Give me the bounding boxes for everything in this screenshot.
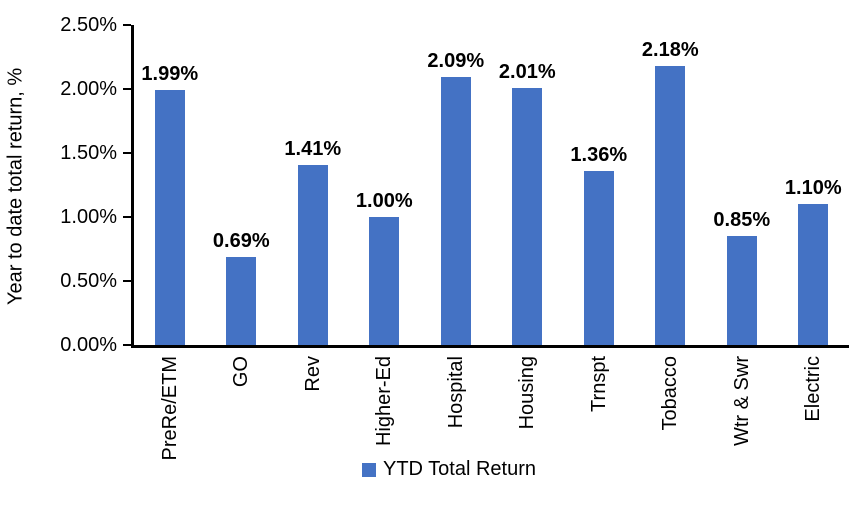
x-axis-label-cell: Rev xyxy=(277,356,349,456)
bar-value-label: 1.99% xyxy=(141,63,199,86)
y-tick-label: 0.00% xyxy=(60,334,117,356)
x-axis-label-cell: Wtr & Swr xyxy=(706,356,778,456)
x-axis-label: Trnspt xyxy=(587,356,610,412)
bar-slot-prere-etm: 1.99% xyxy=(134,25,206,345)
x-axis-label-cell: PreRe/ETM xyxy=(134,356,206,460)
y-tick-mark xyxy=(123,280,131,282)
bar xyxy=(726,236,757,345)
x-axis-label-cell: Tobacco xyxy=(635,356,707,456)
x-axis-label: Hospital xyxy=(444,356,467,429)
x-axis-label-cell: Trnspt xyxy=(563,356,635,456)
bar xyxy=(369,217,400,345)
bar-value-label: 1.41% xyxy=(284,137,342,160)
legend-row: YTD Total Return xyxy=(0,458,852,481)
bar-value-label: 1.00% xyxy=(355,190,413,212)
x-axis-label-cell: Electric xyxy=(778,356,850,456)
y-tick-mark xyxy=(123,88,131,90)
legend-label: YTD Total Return xyxy=(382,458,537,480)
x-axis-label: Higher-Ed xyxy=(373,356,396,447)
x-axis-label: Housing xyxy=(516,356,539,430)
plot-area: 0.00% 0.50% 1.00% 1.50% 2.00% 2.50% 1.99% 0.69… xyxy=(60,15,849,355)
y-tick-label: 2.00% xyxy=(60,78,117,100)
bar-value-label: 2.18% xyxy=(641,38,699,61)
bar-value-label: 2.09% xyxy=(427,50,485,73)
bar xyxy=(440,77,471,345)
bar-slot-trnspt: 1.36% xyxy=(563,25,635,345)
y-tick-mark xyxy=(123,216,131,218)
bar-slot-hospital: 2.09% xyxy=(420,25,492,345)
bar xyxy=(297,164,328,345)
x-axis-label-cell: Housing xyxy=(492,356,564,456)
bar-slot-rev: 1.41% xyxy=(277,25,349,345)
bar xyxy=(154,90,185,345)
legend: YTD Total Return xyxy=(361,458,537,481)
bar-slot-electric: 1.10% xyxy=(778,25,850,345)
bar xyxy=(512,87,543,345)
bar-slot-go: 0.69% xyxy=(206,25,278,345)
y-tick-label: 1.00% xyxy=(60,206,117,228)
x-axis-label-cell: Hospital xyxy=(420,356,492,456)
y-tick-mark xyxy=(123,344,131,346)
x-axis-label: GO xyxy=(230,356,253,388)
bar-value-label: 0.69% xyxy=(212,229,270,252)
bar-slot-housing: 2.01% xyxy=(492,25,564,345)
bar xyxy=(226,256,257,345)
bar xyxy=(655,65,686,345)
y-tick-mark xyxy=(123,24,131,26)
bar-value-label: 1.10% xyxy=(784,177,842,200)
legend-swatch-icon xyxy=(361,462,376,477)
x-axis-label: Tobacco xyxy=(659,356,682,431)
x-axis-label: PreRe/ETM xyxy=(158,356,181,461)
x-axis-label: Electric xyxy=(802,356,825,422)
bar-slot-tobacco: 2.18% xyxy=(635,25,707,345)
x-axis-labels: PreRe/ETM GO Rev Higher-Ed Hospital Housing Tr… xyxy=(134,356,850,460)
bar-value-label: 1.36% xyxy=(570,143,628,166)
bar-value-label: 2.01% xyxy=(498,60,556,83)
bar xyxy=(798,204,829,345)
y-tick-label: 2.50% xyxy=(60,14,117,36)
y-tick-label: 0.50% xyxy=(60,270,117,292)
bar-value-label: 0.85% xyxy=(713,209,771,232)
y-tick-label: 1.50% xyxy=(60,142,117,164)
bar-slot-higher-ed: 1.00% xyxy=(349,25,421,345)
bar-slot-wtr-swr: 0.85% xyxy=(706,25,778,345)
y-tick-mark xyxy=(123,152,131,154)
x-axis-label-cell: GO xyxy=(206,356,278,456)
x-axis-label: Wtr & Swr xyxy=(730,356,753,446)
x-axis-label: Rev xyxy=(301,356,324,392)
x-axis-label-cell: Higher-Ed xyxy=(349,356,421,456)
bar xyxy=(583,170,614,345)
bars-container: 1.99% 0.69% 1.41% 1.00% 2.09% 2.01% 1.36% 2.18%… xyxy=(134,25,849,345)
y-axis-title: Year to date total return, % xyxy=(4,67,27,306)
